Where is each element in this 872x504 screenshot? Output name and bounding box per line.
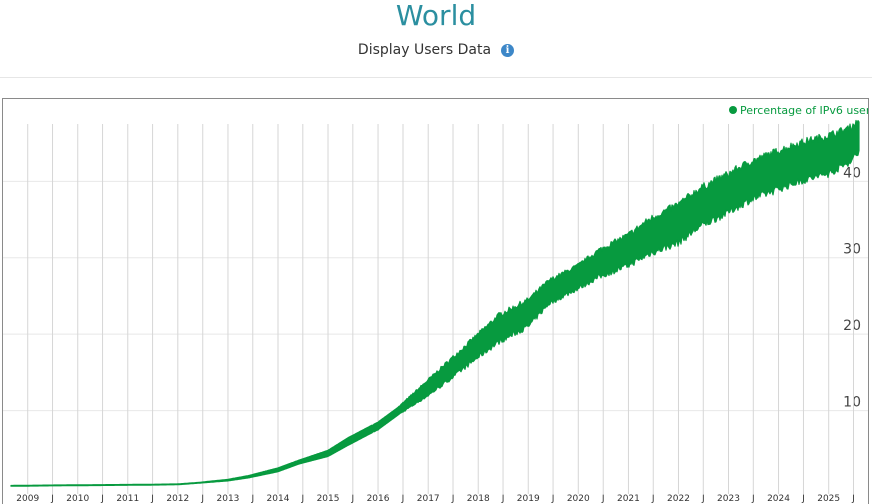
series-band: [10, 119, 860, 487]
page-title: World: [395, 0, 477, 32]
x-tick-label: J: [851, 494, 855, 504]
x-tick-label: 2018: [467, 494, 490, 504]
x-tick-label: 2011: [116, 494, 139, 504]
chart-frame: 10 20 30 40 2009 J 2010 J 2011 J 2012 J 2013 J 2014 J 20…: [2, 98, 869, 504]
x-tick-label: 2025: [817, 494, 840, 504]
y-tick-label: 10: [843, 395, 861, 411]
x-tick-label: J: [200, 494, 204, 504]
x-tick-label: 2010: [66, 494, 89, 504]
x-tick-label: J: [801, 494, 805, 504]
x-tick-label: J: [150, 494, 154, 504]
x-tick-label: J: [250, 494, 254, 504]
legend-label: Percentage of IPv6 users: [740, 104, 869, 117]
divider: [0, 77, 872, 78]
x-tick-label: 2016: [367, 494, 390, 504]
x-tick-label: J: [551, 494, 555, 504]
x-tick-label: 2015: [317, 494, 340, 504]
x-tick-label: J: [350, 494, 354, 504]
x-tick-label: 2009: [16, 494, 39, 504]
x-tick-label: 2013: [217, 494, 240, 504]
subtitle: Display Users Data: [357, 42, 492, 58]
x-tick-label: J: [451, 494, 455, 504]
x-tick-label: J: [100, 494, 104, 504]
x-tick-label: J: [651, 494, 655, 504]
x-tick-label: J: [50, 494, 54, 504]
x-tick-label: 2019: [517, 494, 540, 504]
y-tick-label: 20: [843, 318, 861, 334]
x-tick-label: 2020: [567, 494, 590, 504]
x-tick-label: J: [701, 494, 705, 504]
x-tick-label: 2014: [267, 494, 290, 504]
x-tick-label: J: [401, 494, 405, 504]
info-icon[interactable]: i: [501, 44, 515, 57]
x-tick-label: 2017: [417, 494, 440, 504]
legend-marker: [729, 106, 737, 114]
chart: 10 20 30 40 2009 J 2010 J 2011 J 2012 J 2013 J 2014 J 20…: [3, 104, 869, 504]
y-tick-label: 30: [843, 242, 861, 258]
subtitle-row: Display Users Data i: [0, 40, 872, 60]
x-tick-label: 2023: [717, 494, 740, 504]
x-tick-label: 2024: [767, 494, 790, 504]
x-tick-label: J: [601, 494, 605, 504]
x-tick-label: 2021: [617, 494, 640, 504]
x-tick-label: J: [751, 494, 755, 504]
x-tick-label: J: [501, 494, 505, 504]
x-tick-label: 2022: [667, 494, 690, 504]
x-tick-label: J: [300, 494, 304, 504]
x-tick-label: 2012: [166, 494, 189, 504]
y-tick-label: 40: [843, 165, 861, 181]
